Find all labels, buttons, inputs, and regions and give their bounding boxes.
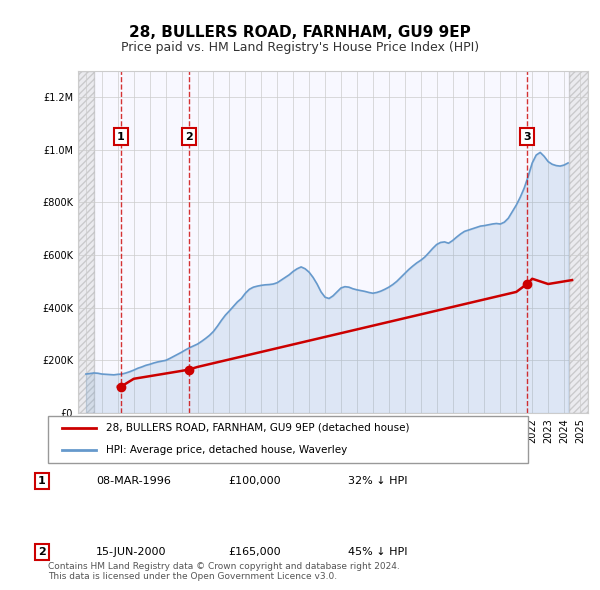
Text: 28, BULLERS ROAD, FARNHAM, GU9 9EP (detached house): 28, BULLERS ROAD, FARNHAM, GU9 9EP (deta… (106, 423, 409, 432)
Text: 3: 3 (523, 132, 531, 142)
Text: 32% ↓ HPI: 32% ↓ HPI (348, 476, 407, 486)
Text: 15-JUN-2000: 15-JUN-2000 (96, 548, 167, 557)
FancyBboxPatch shape (48, 416, 528, 463)
Text: 28, BULLERS ROAD, FARNHAM, GU9 9EP: 28, BULLERS ROAD, FARNHAM, GU9 9EP (129, 25, 471, 40)
Bar (78, 71, 94, 413)
Text: 45% ↓ HPI: 45% ↓ HPI (348, 548, 407, 557)
Text: 08-MAR-1996: 08-MAR-1996 (96, 476, 171, 486)
Text: 2: 2 (185, 132, 193, 142)
Text: 1: 1 (117, 132, 125, 142)
Text: £165,000: £165,000 (228, 548, 281, 557)
Text: 1: 1 (38, 476, 46, 486)
Text: Contains HM Land Registry data © Crown copyright and database right 2024.
This d: Contains HM Land Registry data © Crown c… (48, 562, 400, 581)
Text: HPI: Average price, detached house, Waverley: HPI: Average price, detached house, Wave… (106, 445, 347, 455)
Text: 2: 2 (38, 548, 46, 557)
Bar (569, 71, 588, 413)
Text: Price paid vs. HM Land Registry's House Price Index (HPI): Price paid vs. HM Land Registry's House … (121, 41, 479, 54)
Text: £100,000: £100,000 (228, 476, 281, 486)
